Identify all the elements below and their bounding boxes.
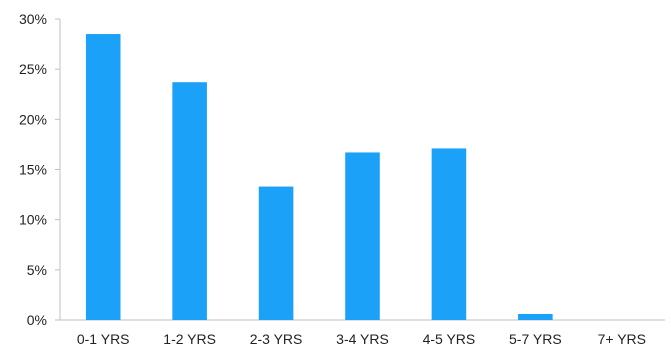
x-tick-label: 2-3 YRS — [250, 331, 303, 347]
x-tick-label: 5-7 YRS — [509, 331, 562, 347]
y-axis-ticks: 0% 5% 10% 15% 20% 25% 30% — [19, 11, 60, 328]
bar — [172, 82, 207, 321]
x-tick-label: 0-1 YRS — [77, 331, 130, 347]
bar — [85, 34, 121, 321]
bar — [518, 313, 553, 320]
y-tick-label: 20% — [19, 111, 47, 127]
bar — [431, 148, 467, 320]
y-tick-label: 30% — [19, 11, 47, 27]
bars-group — [85, 34, 553, 321]
x-tick-label: 1-2 YRS — [163, 331, 216, 347]
x-tick-label: 7+ YRS — [598, 331, 646, 347]
y-tick-label: 0% — [27, 312, 47, 328]
y-tick-label: 15% — [19, 162, 47, 178]
bar — [345, 152, 380, 320]
bar — [258, 186, 294, 320]
y-tick-label: 10% — [19, 212, 47, 228]
y-tick-label: 25% — [19, 61, 47, 77]
y-tick-label: 5% — [27, 262, 47, 278]
x-axis-ticks: 0-1 YRS 1-2 YRS 2-3 YRS 3-4 YRS 4-5 YRS 5-7 Y… — [77, 331, 646, 347]
x-tick-label: 4-5 YRS — [423, 331, 476, 347]
x-tick-label: 3-4 YRS — [336, 331, 389, 347]
